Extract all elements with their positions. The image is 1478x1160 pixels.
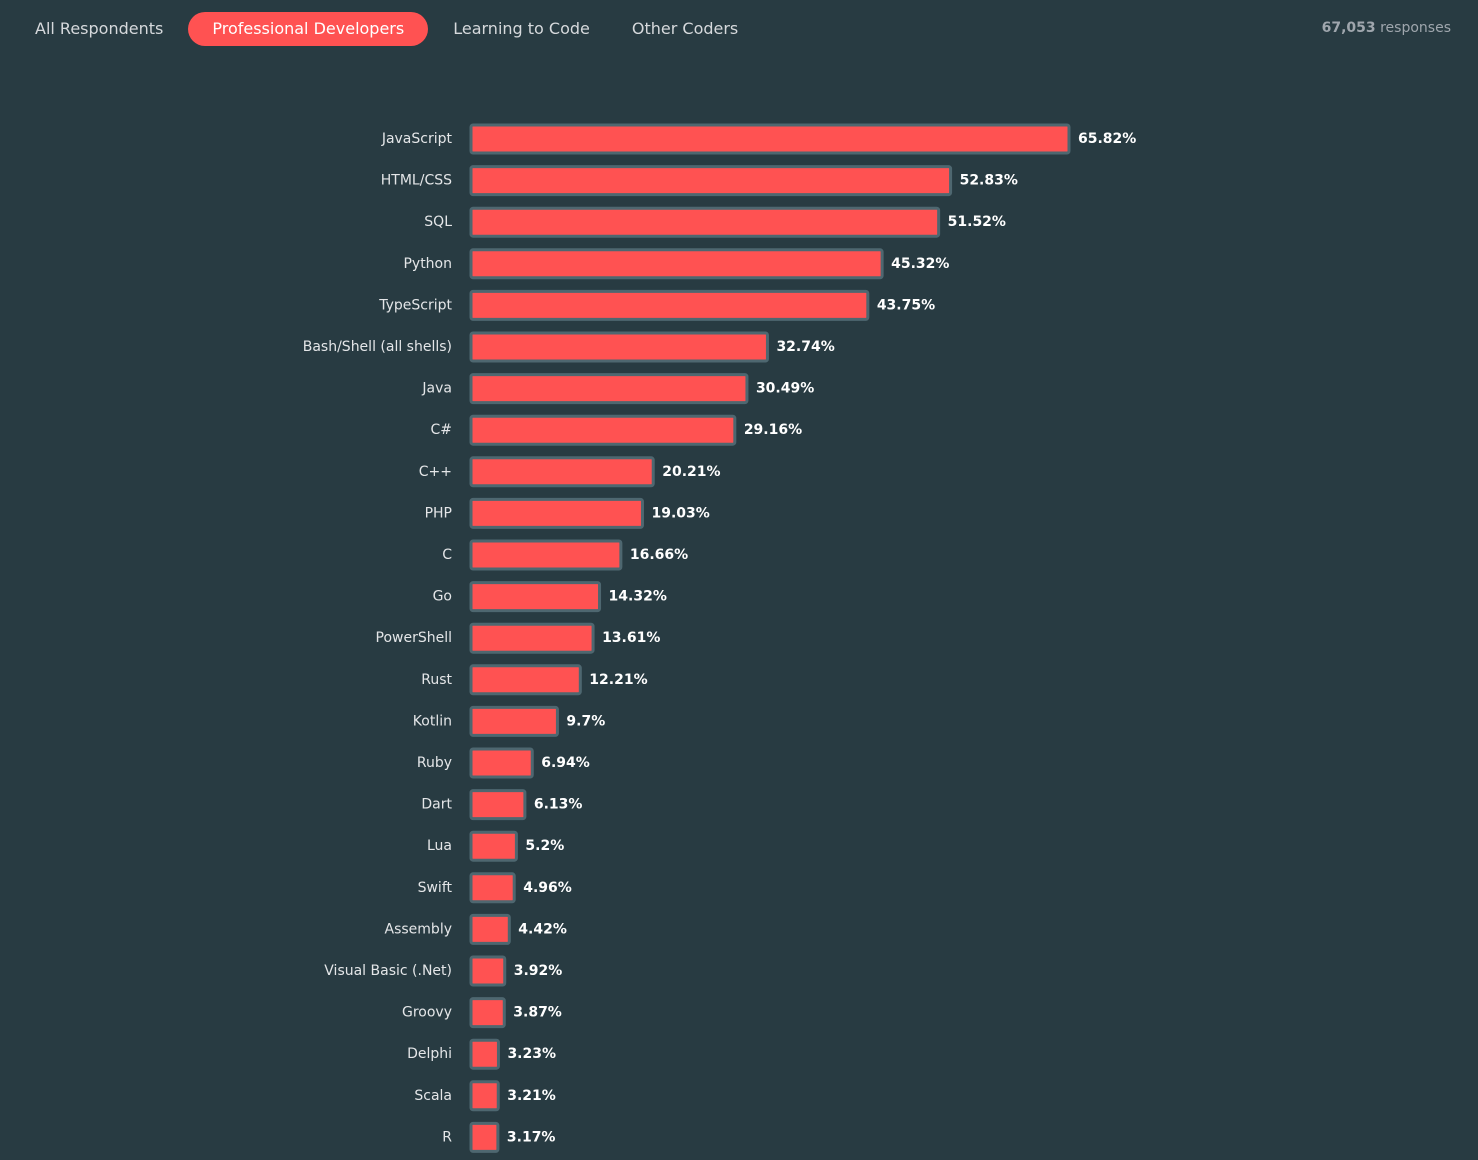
value-label: 4.96% <box>523 880 572 896</box>
category-label: Java <box>421 381 452 397</box>
respondent-tabs: All Respondents Professional Developers … <box>18 12 755 46</box>
value-label: 19.03% <box>651 505 709 521</box>
value-label: 9.7% <box>566 713 605 729</box>
category-label: Swift <box>418 880 453 896</box>
bar[interactable] <box>469 123 1071 155</box>
category-label: SQL <box>424 214 452 230</box>
tab-learning-to-code[interactable]: Learning to Code <box>453 19 590 38</box>
responses-number: 67,053 <box>1321 20 1376 36</box>
category-label: JavaScript <box>381 131 453 147</box>
category-label: PHP <box>425 505 452 521</box>
bar[interactable] <box>469 331 769 363</box>
category-label: HTML/CSS <box>381 173 452 189</box>
value-label: 32.74% <box>776 339 834 355</box>
category-label: TypeScript <box>378 297 452 313</box>
value-label: 52.83% <box>960 173 1018 189</box>
value-label: 45.32% <box>891 256 949 272</box>
bar[interactable] <box>469 872 516 904</box>
bar[interactable] <box>469 497 644 529</box>
bar[interactable] <box>469 747 534 779</box>
category-label: Assembly <box>385 921 452 937</box>
value-label: 43.75% <box>877 297 935 313</box>
category-label: Bash/Shell (all shells) <box>303 339 452 355</box>
value-label: 30.49% <box>756 381 814 397</box>
value-label: 65.82% <box>1078 131 1136 147</box>
bar[interactable] <box>469 456 655 488</box>
category-label: Rust <box>421 672 452 688</box>
bar[interactable] <box>469 1121 500 1153</box>
value-label: 3.17% <box>507 1129 556 1145</box>
bar[interactable] <box>469 289 870 321</box>
value-label: 29.16% <box>744 422 802 438</box>
category-label: Go <box>433 589 452 605</box>
tab-other-coders[interactable]: Other Coders <box>631 19 739 38</box>
category-label: Scala <box>414 1088 452 1104</box>
value-label: 3.23% <box>507 1046 556 1062</box>
bar[interactable] <box>469 997 506 1029</box>
category-label: C++ <box>419 464 452 480</box>
bar[interactable] <box>469 705 559 737</box>
value-label: 13.61% <box>602 630 660 646</box>
bar[interactable] <box>469 206 941 238</box>
tab-all-respondents[interactable]: All Respondents <box>35 19 164 38</box>
category-label: Lua <box>427 838 452 854</box>
bar[interactable] <box>469 539 623 571</box>
value-label: 3.87% <box>513 1005 562 1021</box>
bar[interactable] <box>469 622 595 654</box>
value-label: 4.42% <box>518 921 567 937</box>
category-label: PowerShell <box>376 630 452 646</box>
category-label: R <box>442 1129 452 1145</box>
bar[interactable] <box>469 830 518 862</box>
category-label: Python <box>403 256 452 272</box>
bar[interactable] <box>469 955 507 987</box>
responses-label: responses <box>1380 20 1451 36</box>
value-label: 51.52% <box>948 214 1006 230</box>
bar[interactable] <box>469 414 737 446</box>
value-label: 16.66% <box>630 547 688 563</box>
bar[interactable] <box>469 789 527 821</box>
bar[interactable] <box>469 248 884 280</box>
value-label: 5.2% <box>525 838 564 854</box>
tab-professional-developers[interactable]: Professional Developers <box>188 12 429 46</box>
bar[interactable] <box>469 1038 500 1070</box>
bar[interactable] <box>469 664 582 696</box>
category-label: C# <box>430 422 452 438</box>
value-label: 3.92% <box>514 963 563 979</box>
category-label: C <box>442 547 452 563</box>
value-label: 14.32% <box>609 589 667 605</box>
category-label: Visual Basic (.Net) <box>324 963 452 979</box>
bar[interactable] <box>469 165 953 197</box>
category-label: Ruby <box>417 755 452 771</box>
value-label: 3.21% <box>507 1088 556 1104</box>
value-label: 12.21% <box>589 672 647 688</box>
category-label: Dart <box>421 797 452 813</box>
bar[interactable] <box>469 1080 500 1112</box>
bar[interactable] <box>469 373 749 405</box>
value-label: 20.21% <box>662 464 720 480</box>
responses-count: 67,053 responses <box>1322 20 1451 36</box>
category-label: Groovy <box>402 1005 452 1021</box>
category-label: Delphi <box>407 1046 452 1062</box>
bar[interactable] <box>469 913 511 945</box>
bar[interactable] <box>469 581 602 613</box>
value-label: 6.94% <box>541 755 590 771</box>
category-label: Kotlin <box>413 713 452 729</box>
value-label: 6.13% <box>534 797 583 813</box>
